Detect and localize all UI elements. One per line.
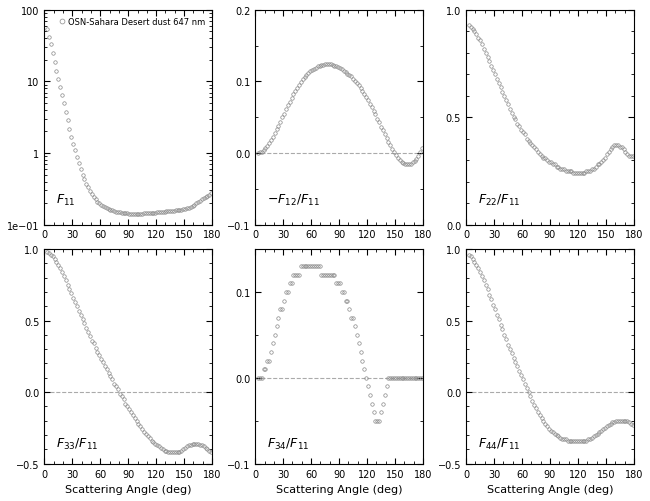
Text: $F_{22}/F_{11}$: $F_{22}/F_{11}$ <box>478 193 520 208</box>
X-axis label: Scattering Angle (deg): Scattering Angle (deg) <box>65 484 192 494</box>
Text: $-F_{12}/F_{11}$: $-F_{12}/F_{11}$ <box>267 193 320 208</box>
Text: $F_{33}/F_{11}$: $F_{33}/F_{11}$ <box>56 435 98 451</box>
Legend: OSN-Sahara Desert dust 647 nm: OSN-Sahara Desert dust 647 nm <box>55 15 208 29</box>
X-axis label: Scattering Angle (deg): Scattering Angle (deg) <box>487 484 613 494</box>
Text: $F_{11}$: $F_{11}$ <box>56 193 75 208</box>
X-axis label: Scattering Angle (deg): Scattering Angle (deg) <box>276 484 402 494</box>
Text: $F_{34}/F_{11}$: $F_{34}/F_{11}$ <box>267 435 309 451</box>
Text: $F_{44}/F_{11}$: $F_{44}/F_{11}$ <box>478 435 520 451</box>
